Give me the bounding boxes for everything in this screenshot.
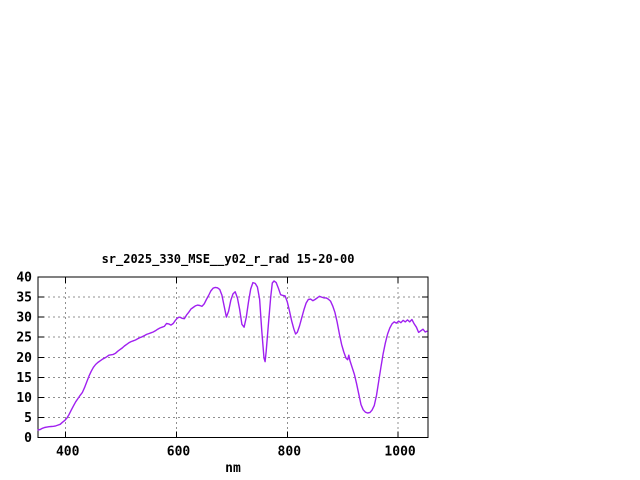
gridlines (38, 277, 428, 438)
plot-border (37, 276, 429, 438)
y-tick-label: 0 (24, 431, 32, 446)
y-tick-label: 35 (16, 291, 32, 306)
x-tick-label: 400 (56, 445, 80, 460)
y-tick-label: 20 (16, 351, 32, 366)
chart-title: sr_2025_330_MSE__y02_r_rad 15-20-00 (102, 252, 355, 267)
y-tick-label: 5 (24, 411, 32, 426)
x-tick-label: 600 (167, 445, 191, 460)
y-tick-label: 40 (16, 271, 32, 286)
spectrum-curve (37, 280, 428, 431)
tick-labels: 0 5 10 15 20 25 30 35 40 400 600 800 1000 (16, 271, 416, 460)
x-tick-label: 1000 (384, 445, 415, 460)
x-axis-label: nm (225, 461, 241, 476)
x-tick-label: 800 (278, 445, 302, 460)
y-tick-label: 25 (16, 331, 32, 346)
y-tick-label: 30 (16, 311, 32, 326)
y-tick-label: 10 (16, 391, 32, 406)
y-tick-label: 15 (16, 371, 32, 386)
